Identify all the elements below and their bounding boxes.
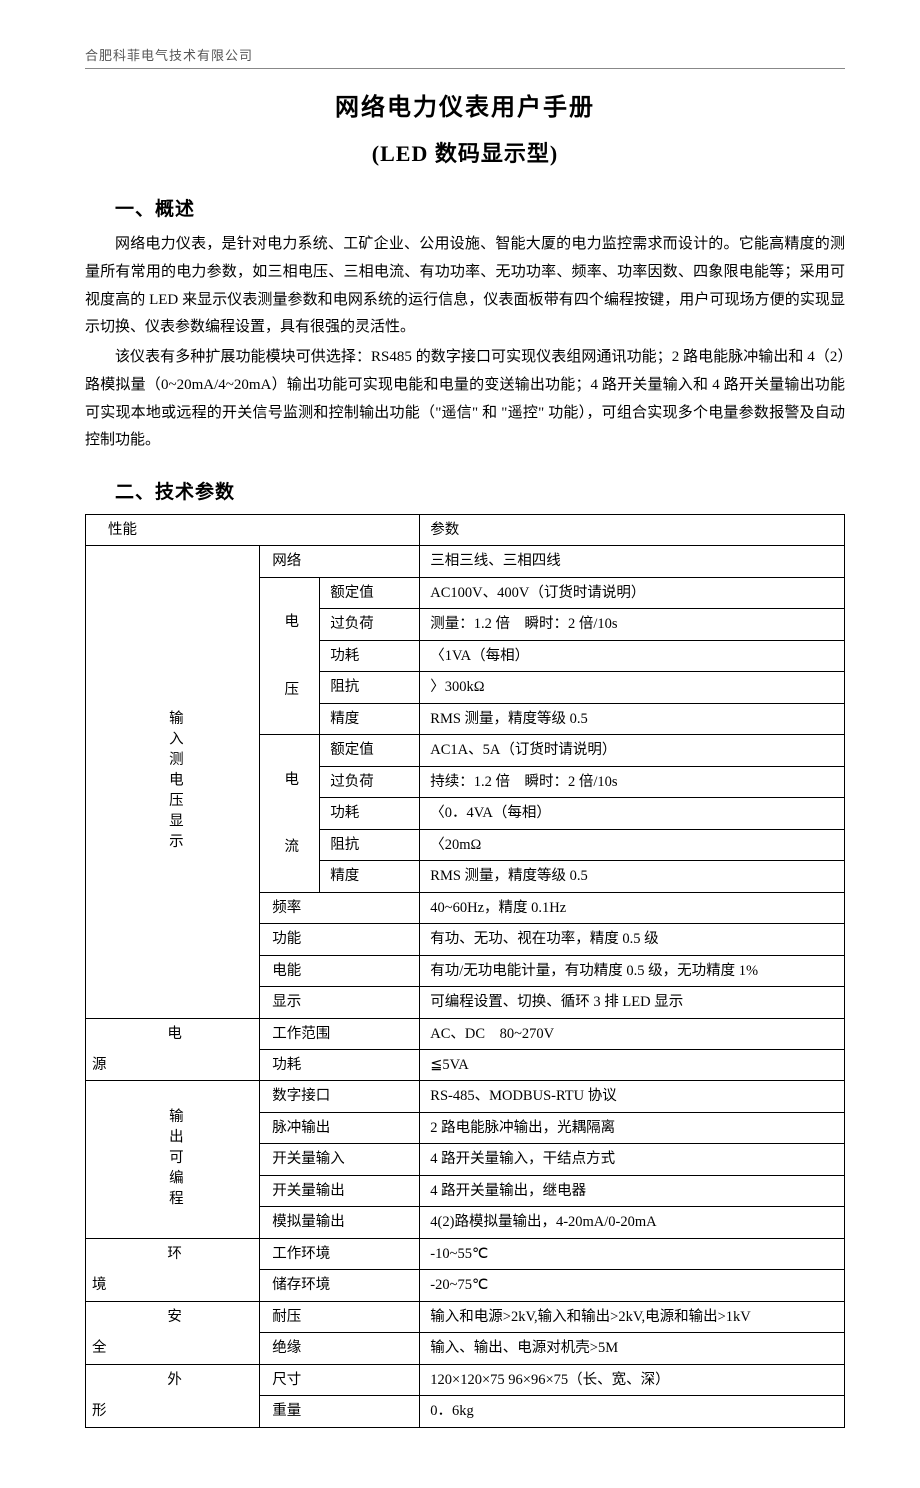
sub-consump: 功耗 — [260, 1049, 420, 1080]
sub-voltage: 电压 — [260, 577, 320, 734]
lbl-consump: 功耗 — [320, 640, 420, 671]
company-header: 合肥科菲电气技术有限公司 — [85, 45, 845, 69]
sub-power: 功能 — [260, 924, 420, 955]
val-display: 可编程设置、切换、循环 3 排 LED 显示 — [420, 987, 845, 1018]
sub-freq: 频率 — [260, 892, 420, 923]
spec-table: 性能 参数 输入测电压显示 网络 三相三线、三相四线 电压 额定值 AC100V… — [85, 514, 845, 1428]
val-i-rated: AC1A、5A（订货时请说明） — [420, 735, 845, 766]
val-pulse: 2 路电能脉冲输出，光耦隔离 — [420, 1112, 845, 1143]
sub-insul: 绝缘 — [260, 1333, 420, 1364]
group-shape-a: 外 — [86, 1364, 260, 1395]
sub-size: 尺寸 — [260, 1364, 420, 1395]
val-withstand: 输入和电源>2kV,输入和输出>2kV,电源和输出>1kV — [420, 1301, 845, 1332]
table-row: 全 绝缘 输入、输出、电源对机壳>5M — [86, 1333, 845, 1364]
sub-workenv: 工作环境 — [260, 1238, 420, 1269]
header-parameter: 参数 — [420, 515, 845, 546]
lbl-imped: 阻抗 — [320, 672, 420, 703]
group-shape-b: 形 — [86, 1396, 260, 1427]
table-row: 外 尺寸 120×120×75 96×96×75（长、宽、深） — [86, 1364, 845, 1395]
group-env-a: 环 — [86, 1238, 260, 1269]
doc-title: 网络电力仪表用户手册 — [85, 87, 845, 122]
table-row: 性能 参数 — [86, 515, 845, 546]
group-safety-b: 全 — [86, 1333, 260, 1364]
section-1-heading: 一、概述 — [115, 194, 845, 221]
sub-network: 网络 — [260, 546, 420, 577]
header-performance: 性能 — [86, 515, 420, 546]
sub-weight: 重量 — [260, 1396, 420, 1427]
group-input: 输入测电压显示 — [86, 546, 260, 1018]
table-row: 境 储存环境 -20~75℃ — [86, 1270, 845, 1301]
lbl-overload: 过负荷 — [320, 766, 420, 797]
sub-display: 显示 — [260, 987, 420, 1018]
val-dout: 4 路开关量输出，继电器 — [420, 1175, 845, 1206]
sub-storeenv: 储存环境 — [260, 1270, 420, 1301]
sub-energy: 电能 — [260, 955, 420, 986]
val-power: 有功、无功、视在功率，精度 0.5 级 — [420, 924, 845, 955]
table-row: 形 重量 0．6kg — [86, 1396, 845, 1427]
overview-para-1: 网络电力仪表，是针对电力系统、工矿企业、公用设施、智能大厦的电力监控需求而设计的… — [85, 231, 845, 342]
val-v-imped: 〉300kΩ — [420, 672, 845, 703]
val-insul: 输入、输出、电源对机壳>5M — [420, 1333, 845, 1364]
table-row: 环 工作环境 -10~55℃ — [86, 1238, 845, 1269]
sub-workrange: 工作范围 — [260, 1018, 420, 1049]
val-v-precision: RMS 测量，精度等级 0.5 — [420, 703, 845, 734]
val-network: 三相三线、三相四线 — [420, 546, 845, 577]
sub-digital: 数字接口 — [260, 1081, 420, 1112]
overview-para-2: 该仪表有多种扩展功能模块可供选择：RS485 的数字接口可实现仪表组网通讯功能；… — [85, 344, 845, 455]
lbl-rated: 额定值 — [320, 577, 420, 608]
val-weight: 0．6kg — [420, 1396, 845, 1427]
val-digital: RS-485、MODBUS-RTU 协议 — [420, 1081, 845, 1112]
section-2-heading: 二、技术参数 — [115, 477, 845, 504]
lbl-precision: 精度 — [320, 703, 420, 734]
val-v-overload: 测量：1.2 倍 瞬时：2 倍/10s — [420, 609, 845, 640]
val-workrange: AC、DC 80~270V — [420, 1018, 845, 1049]
val-i-imped: 〈20mΩ — [420, 829, 845, 860]
group-power-a: 电 — [86, 1018, 260, 1049]
lbl-rated: 额定值 — [320, 735, 420, 766]
table-row: 输入测电压显示 网络 三相三线、三相四线 — [86, 546, 845, 577]
group-output: 输出可编程 — [86, 1081, 260, 1238]
doc-subtitle: (LED 数码显示型) — [85, 136, 845, 168]
sub-dout: 开关量输出 — [260, 1175, 420, 1206]
sub-analog: 模拟量输出 — [260, 1207, 420, 1238]
table-row: 输出可编程 数字接口 RS-485、MODBUS-RTU 协议 — [86, 1081, 845, 1112]
val-consump: ≦5VA — [420, 1049, 845, 1080]
group-power-b: 源 — [86, 1049, 260, 1080]
sub-current: 电流 — [260, 735, 320, 892]
lbl-consump: 功耗 — [320, 798, 420, 829]
group-env-b: 境 — [86, 1270, 260, 1301]
val-size: 120×120×75 96×96×75（长、宽、深） — [420, 1364, 845, 1395]
val-i-overload: 持续：1.2 倍 瞬时：2 倍/10s — [420, 766, 845, 797]
val-storeenv: -20~75℃ — [420, 1270, 845, 1301]
table-row: 安 耐压 输入和电源>2kV,输入和输出>2kV,电源和输出>1kV — [86, 1301, 845, 1332]
val-v-consump: 〈1VA（每相） — [420, 640, 845, 671]
val-analog: 4(2)路模拟量输出，4-20mA/0-20mA — [420, 1207, 845, 1238]
table-row: 电 工作范围 AC、DC 80~270V — [86, 1018, 845, 1049]
table-row: 源 功耗 ≦5VA — [86, 1049, 845, 1080]
val-i-precision: RMS 测量，精度等级 0.5 — [420, 861, 845, 892]
lbl-precision: 精度 — [320, 861, 420, 892]
val-i-consump: 〈0．4VA（每相） — [420, 798, 845, 829]
val-din: 4 路开关量输入，干结点方式 — [420, 1144, 845, 1175]
val-workenv: -10~55℃ — [420, 1238, 845, 1269]
sub-pulse: 脉冲输出 — [260, 1112, 420, 1143]
val-freq: 40~60Hz，精度 0.1Hz — [420, 892, 845, 923]
sub-din: 开关量输入 — [260, 1144, 420, 1175]
val-v-rated: AC100V、400V（订货时请说明） — [420, 577, 845, 608]
lbl-imped: 阻抗 — [320, 829, 420, 860]
lbl-overload: 过负荷 — [320, 609, 420, 640]
sub-withstand: 耐压 — [260, 1301, 420, 1332]
val-energy: 有功/无功电能计量，有功精度 0.5 级，无功精度 1% — [420, 955, 845, 986]
group-safety-a: 安 — [86, 1301, 260, 1332]
